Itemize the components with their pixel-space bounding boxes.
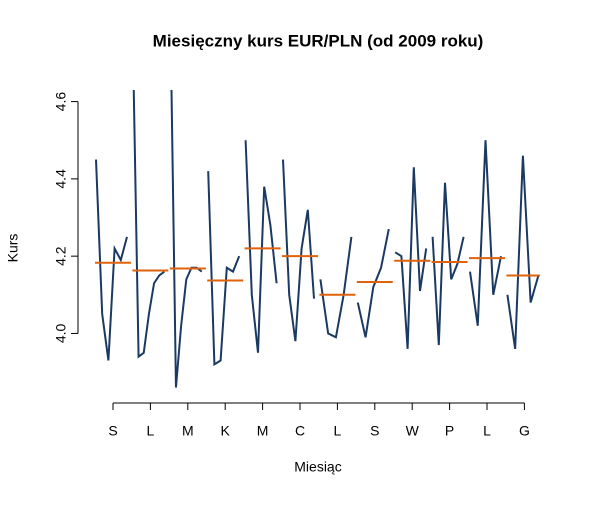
x-tick-label: C [295, 423, 305, 439]
subseries-line [469, 140, 502, 326]
x-tick-label: S [370, 423, 379, 439]
subseries-line [132, 90, 165, 359]
y-tick-label: 4.0 [53, 324, 69, 344]
x-tick-label: L [147, 423, 155, 439]
y-tick-label: 4.2 [53, 246, 69, 266]
x-tick-label: P [445, 423, 454, 439]
y-tick-label: 4.4 [53, 169, 69, 189]
subseries-line [170, 90, 203, 388]
y-axis-label: Kurs [5, 234, 21, 263]
x-axis-label: Miesiąc [294, 459, 341, 475]
subseries-line [506, 155, 540, 350]
plot-area [95, 90, 540, 388]
x-tick-label: W [406, 423, 420, 439]
x-tick-label: L [334, 423, 342, 439]
subseries-line [319, 236, 353, 339]
x-tick-label: S [108, 423, 117, 439]
subseries-line [394, 167, 428, 349]
subseries-line [356, 228, 390, 338]
subseries-line [95, 159, 128, 361]
x-tick-label: K [221, 423, 231, 439]
subseries-line [282, 159, 315, 342]
x-tick-label: M [182, 423, 194, 439]
chart-title: Miesięczny kurs EUR/PLN (od 2009 roku) [153, 31, 484, 50]
subseries-line [244, 140, 278, 353]
x-tick-label: G [519, 423, 530, 439]
subseries-line [207, 171, 241, 367]
subseries-line [431, 182, 465, 346]
x-tick-label: M [257, 423, 269, 439]
y-tick-label: 4.6 [53, 92, 69, 112]
x-tick-label: L [483, 423, 491, 439]
